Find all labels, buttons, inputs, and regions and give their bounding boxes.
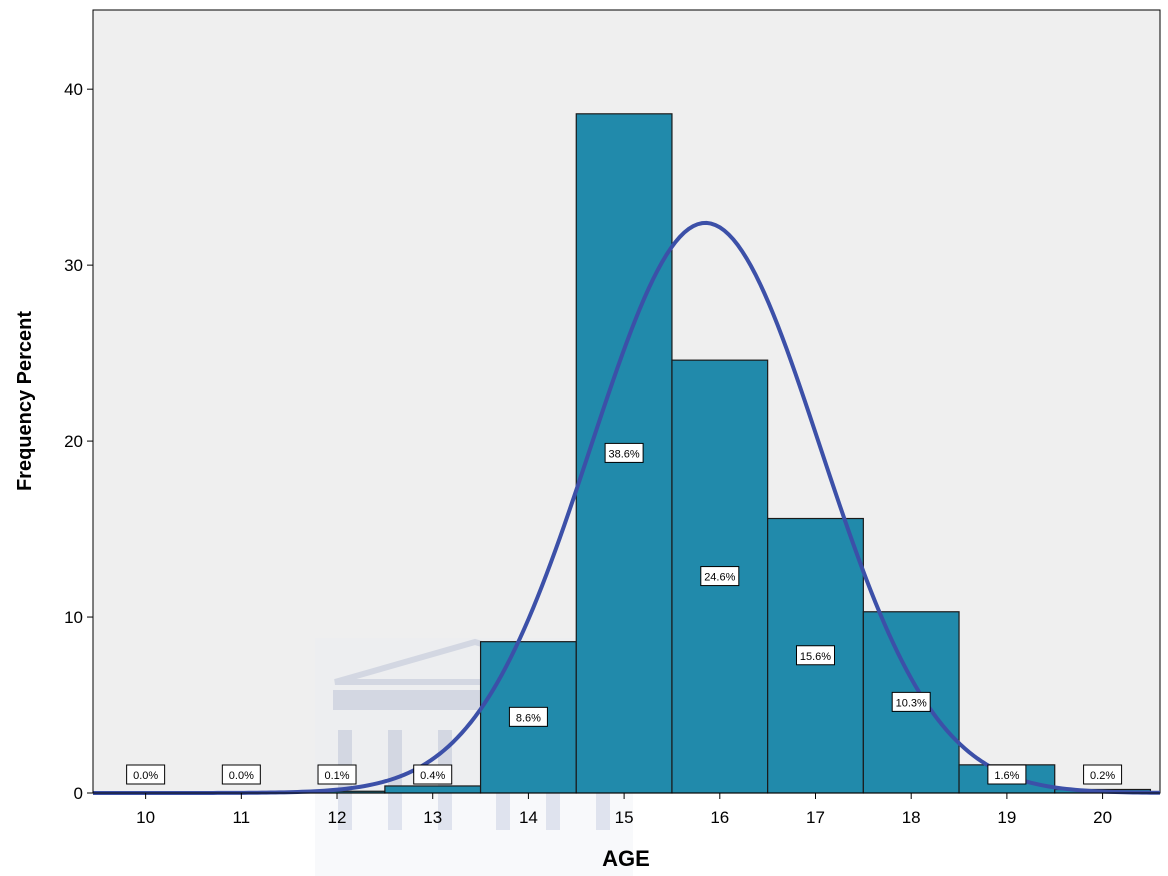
data-label-text: 24.6% xyxy=(704,572,735,584)
x-axis-title: AGE xyxy=(602,846,650,871)
y-tick-label-10: 10 xyxy=(64,608,83,627)
data-label-text: 0.0% xyxy=(133,770,158,782)
x-tick-label-13: 13 xyxy=(423,808,442,827)
y-axis-ticks: 0 10 20 30 40 xyxy=(64,80,93,803)
data-label-box xyxy=(700,566,740,587)
x-tick-label-18: 18 xyxy=(902,808,921,827)
data-label-16: 24.6% xyxy=(700,566,740,587)
data-label-14: 8.6% xyxy=(508,706,548,727)
x-tick-label-20: 20 xyxy=(1093,808,1112,827)
x-tick-label-10: 10 xyxy=(136,808,155,827)
data-label-text: 15.6% xyxy=(800,651,831,663)
data-label-text: 0.1% xyxy=(324,770,349,782)
data-label-text: 38.6% xyxy=(609,448,640,460)
x-tick-label-19: 19 xyxy=(997,808,1016,827)
data-label-text: 1.6% xyxy=(994,770,1019,782)
data-label-box xyxy=(891,691,931,712)
data-label-13: 0.4% xyxy=(413,764,453,785)
x-tick-label-16: 16 xyxy=(710,808,729,827)
data-label-10: 0.0% xyxy=(126,764,166,785)
y-tick-label-40: 40 xyxy=(64,80,83,99)
bar-13 xyxy=(384,785,482,794)
data-label-box xyxy=(508,706,548,727)
data-labels: 0.0% 0.0% 0.1% 0.4% 8.6% 38.6% 24.6% 15.6% 10.3%… xyxy=(126,442,1123,785)
data-label-18: 10.3% xyxy=(891,691,931,712)
data-label-text: 0.0% xyxy=(229,770,254,782)
data-label-12: 0.1% xyxy=(317,764,357,785)
data-label-box xyxy=(413,764,453,785)
x-axis-ticks: 10 11 12 13 14 15 16 17 18 19 20 xyxy=(136,793,1112,827)
x-tick-label-11: 11 xyxy=(232,808,250,827)
data-label-text: 0.4% xyxy=(420,770,445,782)
data-label-box xyxy=(1083,764,1123,785)
y-tick-label-20: 20 xyxy=(64,432,83,451)
data-label-box xyxy=(221,764,261,785)
data-label-19: 1.6% xyxy=(987,764,1027,785)
data-label-box xyxy=(126,764,166,785)
data-label-text: 10.3% xyxy=(896,697,927,709)
data-label-20: 0.2% xyxy=(1083,764,1123,785)
data-label-15: 38.6% xyxy=(604,442,644,463)
data-label-box xyxy=(795,645,835,666)
data-label-box xyxy=(604,442,644,463)
data-label-box xyxy=(987,764,1027,785)
data-label-17: 15.6% xyxy=(795,645,835,666)
data-label-text: 0.2% xyxy=(1090,770,1115,782)
x-tick-label-15: 15 xyxy=(615,808,634,827)
data-label-11: 0.0% xyxy=(221,764,261,785)
data-label-text: 8.6% xyxy=(516,712,541,724)
y-axis-title: Frequency Percent xyxy=(14,311,36,491)
x-tick-label-12: 12 xyxy=(328,808,347,827)
y-tick-label-0: 0 xyxy=(74,784,83,803)
x-tick-label-14: 14 xyxy=(519,808,538,827)
y-tick-label-30: 30 xyxy=(64,256,83,275)
data-label-box xyxy=(317,764,357,785)
x-tick-label-17: 17 xyxy=(806,808,825,827)
